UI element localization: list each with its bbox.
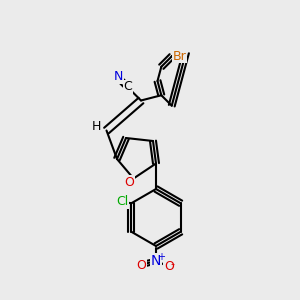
Text: C: C <box>123 80 132 94</box>
Text: O: O <box>164 260 174 274</box>
Text: Br: Br <box>172 50 186 63</box>
Text: N: N <box>114 70 123 83</box>
Text: H: H <box>91 120 101 134</box>
Text: +: + <box>158 252 165 262</box>
Text: N: N <box>151 254 161 268</box>
Text: Cl: Cl <box>116 195 128 208</box>
Text: O: O <box>125 176 134 189</box>
Text: -: - <box>170 259 175 269</box>
Text: O: O <box>137 259 146 272</box>
